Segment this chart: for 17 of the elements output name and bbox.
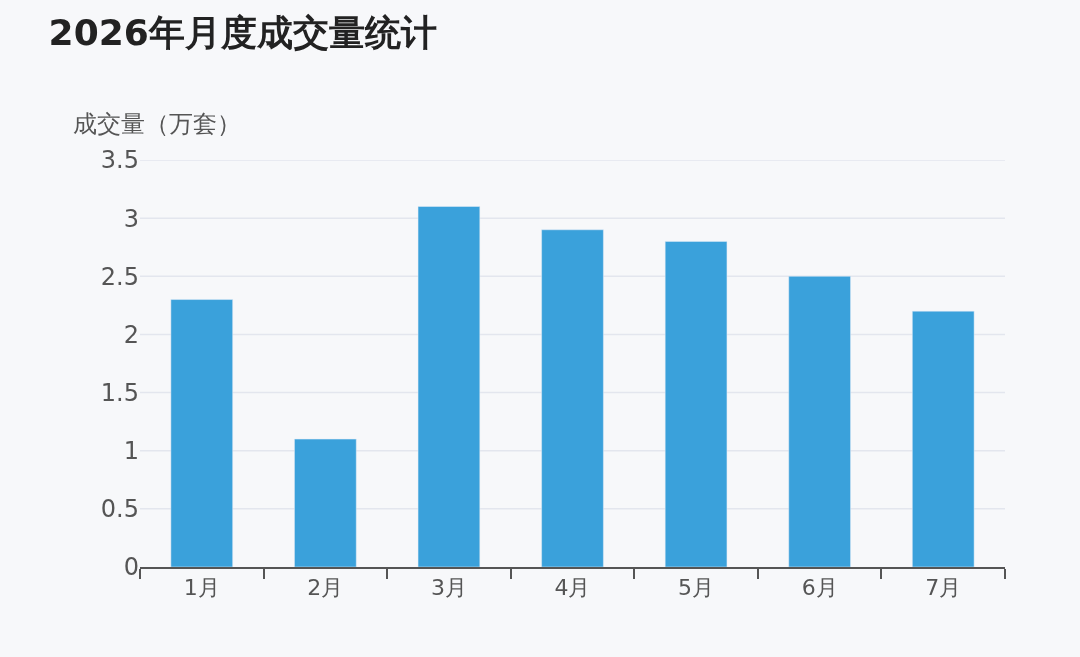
x-tick-label: 2月 — [307, 575, 344, 601]
chart-title: 2026年月度成交量统计 — [48, 11, 437, 53]
x-tick-label: 4月 — [554, 575, 591, 601]
y-axis-title: 成交量（万套） — [73, 110, 241, 138]
y-tick-label: 0 — [123, 553, 139, 582]
y-tick-label: 2.5 — [100, 262, 139, 291]
y-tick-label: 1.5 — [100, 378, 139, 407]
x-tick-label: 5月 — [678, 575, 715, 601]
x-tick-label: 7月 — [925, 575, 962, 601]
x-tick-label: 6月 — [801, 575, 838, 601]
x-tick-label: 3月 — [430, 575, 467, 601]
y-tick-label: 2 — [123, 320, 139, 349]
y-tick-label: 1 — [123, 437, 139, 466]
y-tick-label: 3.5 — [100, 146, 139, 175]
x-tick-label: 1月 — [183, 575, 220, 601]
y-tick-label: 3 — [123, 204, 139, 233]
y-tick-label: 0.5 — [100, 495, 139, 524]
